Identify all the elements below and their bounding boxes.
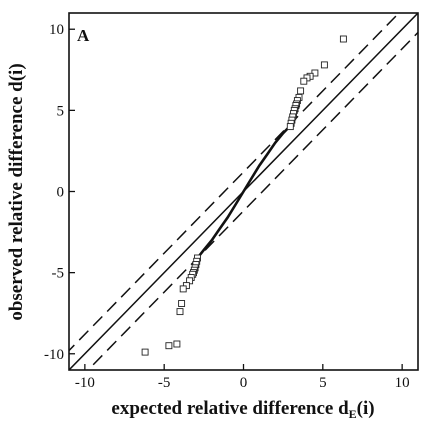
data-point-1 [320,61,328,69]
data-point-6 [297,87,305,95]
x-axis-label: expected relative difference dE(i) [111,398,374,421]
y-tick-label-3: 5 [57,103,65,119]
x-tick-label-3: 5 [319,375,327,391]
panel-label: A [77,26,90,45]
x-axis-label-sub: E [349,407,357,421]
data-point-5 [300,77,308,85]
x-tick-label-0: -10 [75,375,95,391]
x-tick-label-2: 0 [240,375,248,391]
x-tick-label-1: -5 [158,375,171,391]
reference-line-0 [69,13,418,370]
data-point-29 [178,300,186,307]
data-point-0 [339,35,347,43]
x-axis-label-main: expected relative difference d [111,398,349,419]
y-tick-label-0: -10 [44,347,64,363]
y-tick-label-4: 10 [49,22,64,38]
y-axis-label: observed relative difference d(i) [6,63,27,320]
data-point-17 [286,123,294,131]
x-tick-label-4: 10 [395,375,410,391]
x-axis-label-tail: (i) [357,398,375,419]
y-tick-label-2: 0 [57,185,65,201]
data-point-28 [179,285,187,293]
data-point-31 [173,340,181,348]
reference-line-1 [69,13,401,352]
data-point-32 [165,342,173,350]
reference-line-2 [86,31,418,370]
dense-points-curve [196,125,291,259]
data-point-33 [141,348,149,356]
data-point-30 [176,308,184,316]
y-tick-label-1: -5 [52,266,65,282]
